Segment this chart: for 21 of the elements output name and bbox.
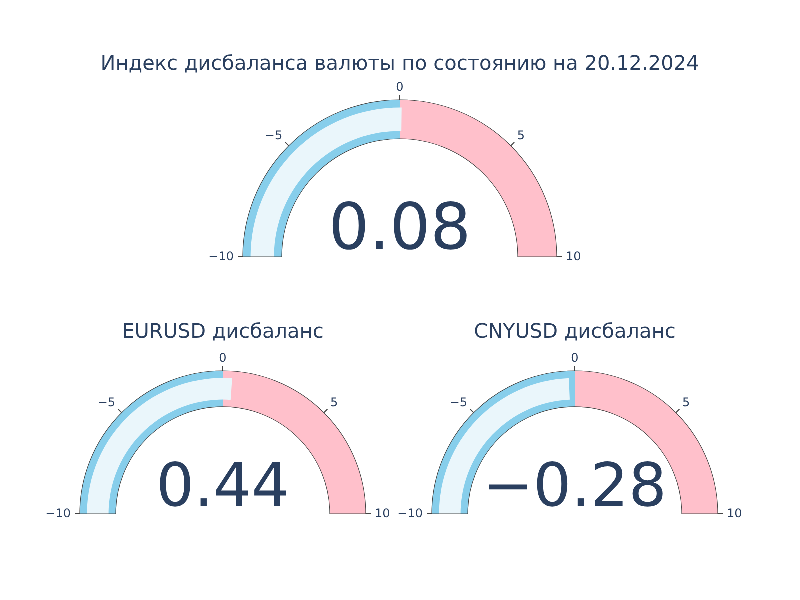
- text: 5: [517, 128, 526, 143]
- text: 10: [727, 506, 742, 520]
- text: −5: [450, 396, 468, 410]
- text: 0: [396, 80, 404, 94]
- text: Индекс дисбаланса валюты по состоянию на 20.12.2024: [100, 51, 700, 75]
- data-label: −0.28: [483, 451, 667, 521]
- text: CNYUSD дисбаланс: [474, 319, 676, 343]
- data-label: 0.08: [328, 191, 472, 265]
- text: −10: [398, 506, 423, 520]
- text: −5: [264, 128, 283, 143]
- text: EURUSD дисбаланс: [122, 319, 324, 343]
- text: 0: [219, 351, 227, 365]
- text: −10: [208, 249, 234, 264]
- text: 10: [375, 506, 390, 520]
- text: 5: [682, 396, 690, 410]
- text: −10: [46, 506, 71, 520]
- data-label: 0.44: [156, 451, 290, 521]
- text: 10: [566, 249, 582, 264]
- text: −5: [98, 396, 116, 410]
- text: 0: [571, 351, 579, 365]
- text: 5: [330, 396, 338, 410]
